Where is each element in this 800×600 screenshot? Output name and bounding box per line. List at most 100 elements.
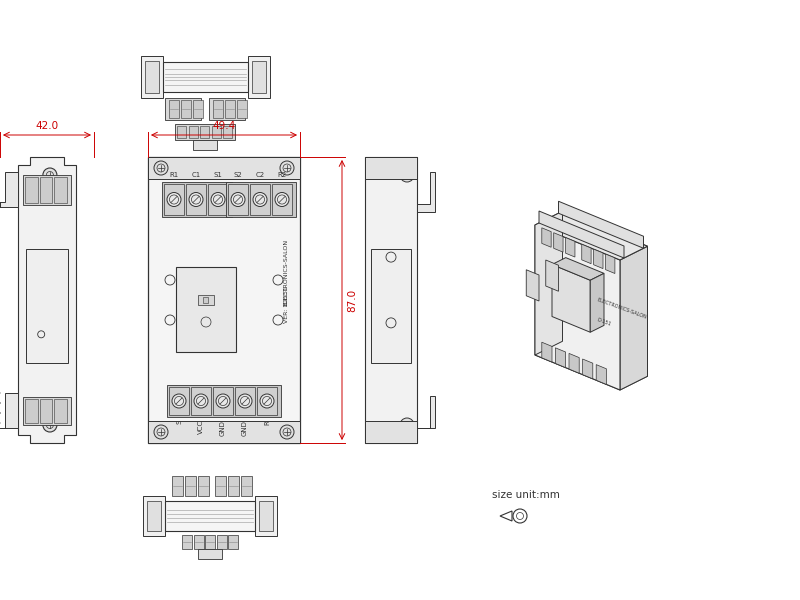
Bar — [40, 177, 52, 203]
Bar — [162, 182, 232, 217]
Circle shape — [280, 161, 294, 175]
Text: R: R — [264, 420, 270, 425]
Text: VCC: VCC — [198, 420, 204, 434]
Polygon shape — [554, 233, 563, 252]
Text: size unit:mm: size unit:mm — [492, 490, 560, 500]
Polygon shape — [417, 396, 435, 428]
Bar — [165, 501, 255, 531]
Bar — [205, 535, 215, 549]
Circle shape — [260, 394, 274, 408]
Bar — [259, 501, 273, 531]
Circle shape — [400, 168, 414, 182]
Polygon shape — [596, 365, 606, 385]
Bar — [162, 62, 247, 92]
Text: 42.0: 42.0 — [35, 121, 58, 131]
Bar — [167, 385, 281, 417]
Polygon shape — [594, 249, 603, 269]
Bar — [228, 184, 248, 215]
Bar — [211, 126, 221, 138]
Bar — [215, 476, 226, 496]
Polygon shape — [546, 260, 558, 291]
Bar — [217, 535, 226, 549]
Bar — [193, 100, 203, 118]
Bar — [175, 124, 235, 140]
Circle shape — [280, 425, 294, 439]
Text: S2: S2 — [234, 172, 242, 178]
Text: VER: 1.1: VER: 1.1 — [283, 297, 289, 323]
Bar — [272, 184, 292, 215]
Bar — [191, 387, 211, 415]
Bar — [198, 295, 214, 305]
Bar — [176, 267, 236, 352]
Text: C2: C2 — [255, 172, 265, 178]
Bar — [141, 56, 162, 98]
Bar — [250, 184, 270, 215]
Circle shape — [238, 394, 252, 408]
Bar — [194, 535, 203, 549]
Text: 87.0: 87.0 — [347, 289, 357, 311]
Circle shape — [253, 193, 267, 206]
Bar — [198, 549, 222, 559]
Circle shape — [167, 193, 181, 206]
Polygon shape — [0, 393, 18, 428]
Polygon shape — [526, 270, 539, 301]
Bar — [23, 397, 71, 425]
Bar — [148, 157, 300, 179]
Polygon shape — [590, 274, 604, 332]
Circle shape — [194, 394, 208, 408]
Bar — [147, 501, 161, 531]
Bar — [223, 126, 232, 138]
Polygon shape — [417, 172, 435, 212]
Text: C1: C1 — [191, 172, 201, 178]
Bar — [25, 177, 38, 203]
Circle shape — [400, 418, 414, 432]
Bar — [26, 248, 68, 363]
Text: GND: GND — [220, 420, 226, 436]
Bar — [247, 56, 270, 98]
Circle shape — [189, 193, 203, 206]
Bar — [165, 98, 201, 120]
Text: S1: S1 — [214, 172, 222, 178]
Bar — [225, 100, 235, 118]
Polygon shape — [542, 228, 551, 247]
Bar — [54, 177, 67, 203]
Polygon shape — [582, 359, 593, 379]
Text: GND: GND — [242, 420, 248, 436]
Polygon shape — [0, 172, 18, 207]
Bar — [169, 387, 189, 415]
Bar — [228, 535, 238, 549]
Bar — [203, 297, 208, 303]
Polygon shape — [535, 341, 647, 390]
Polygon shape — [562, 211, 647, 376]
Text: R1: R1 — [170, 172, 178, 178]
Bar — [213, 100, 223, 118]
Polygon shape — [558, 201, 643, 248]
Bar — [251, 61, 266, 93]
Bar — [185, 476, 196, 496]
Circle shape — [216, 394, 230, 408]
Circle shape — [43, 418, 57, 432]
Bar — [208, 184, 228, 215]
Polygon shape — [542, 342, 552, 362]
Bar — [182, 535, 192, 549]
Bar — [237, 100, 247, 118]
Bar — [145, 61, 158, 93]
Bar — [241, 476, 252, 496]
Bar — [189, 126, 198, 138]
Circle shape — [172, 394, 186, 408]
Bar — [365, 157, 417, 179]
Text: S: S — [176, 420, 182, 424]
Circle shape — [154, 161, 168, 175]
Text: ELECTRONICS-SALON: ELECTRONICS-SALON — [283, 238, 289, 305]
Bar — [143, 496, 165, 536]
Circle shape — [275, 193, 289, 206]
Text: ELECTRONICS-SALON: ELECTRONICS-SALON — [596, 298, 647, 320]
Polygon shape — [552, 265, 590, 332]
Polygon shape — [535, 211, 647, 260]
Bar — [198, 476, 209, 496]
Polygon shape — [552, 257, 604, 280]
Polygon shape — [566, 238, 575, 257]
Text: D-151: D-151 — [596, 317, 612, 326]
Polygon shape — [18, 157, 76, 443]
Bar — [148, 421, 300, 443]
